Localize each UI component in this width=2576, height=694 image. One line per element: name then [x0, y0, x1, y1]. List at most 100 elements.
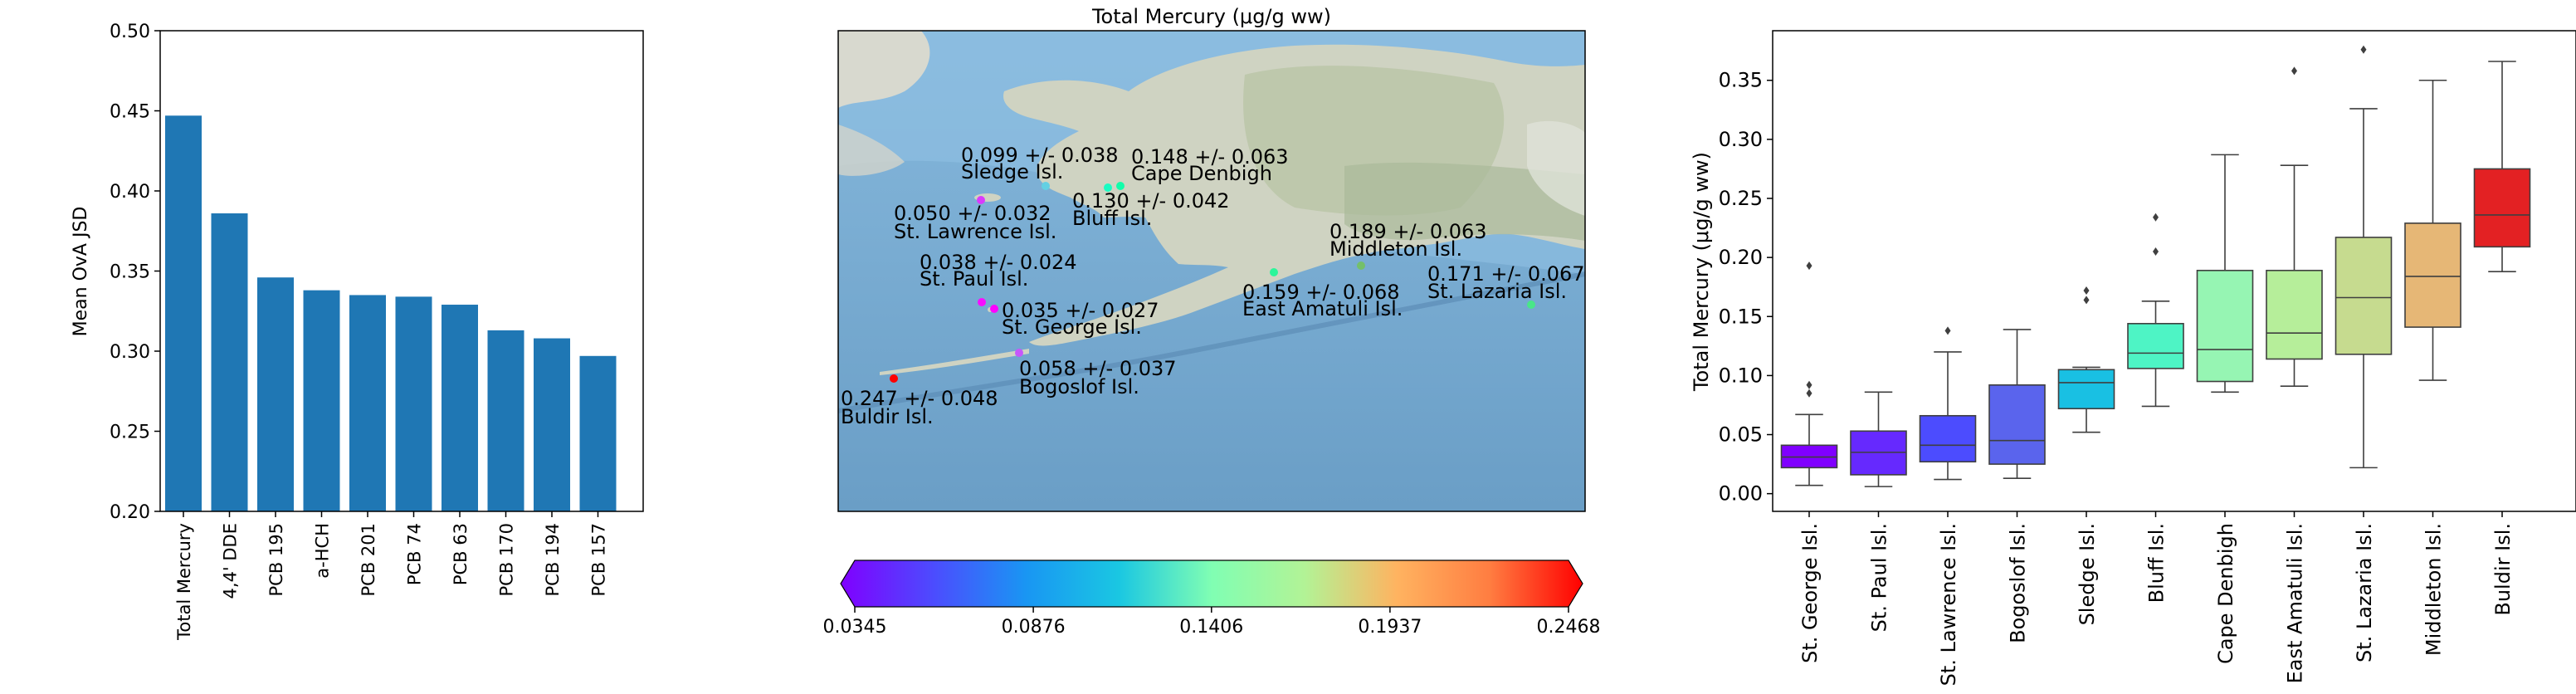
x-tick-label: Bluff Isl.	[2145, 523, 2169, 603]
map-point	[1116, 182, 1125, 190]
box	[2057, 286, 2115, 433]
box	[1850, 391, 1907, 487]
map-points	[890, 182, 1535, 383]
x-tick-label: Middleton Isl.	[2422, 523, 2446, 656]
bar-y-axis: 0.20 0.25 0.30 0.35 0.40 0.45 0.50	[110, 22, 160, 523]
map-title: Total Mercury (μg/g ww)	[1091, 5, 1331, 28]
bar-series	[165, 115, 617, 512]
x-tick-label: PCB 157	[589, 523, 609, 597]
bar-x-axis: Total Mercury 4,4' DDE PCB 195 a-HCH PCB 201…	[174, 511, 609, 641]
outlier	[1806, 261, 1812, 271]
x-tick-label: PCB 63	[451, 523, 471, 585]
outlier	[1806, 380, 1812, 389]
outlier	[2083, 296, 2090, 305]
map-point-value: 0.050 +/- 0.032	[894, 202, 1051, 225]
box	[1988, 329, 2046, 479]
y-tick-label: 0.25	[110, 423, 150, 443]
map-point-site: Bluff Isl.	[1072, 207, 1152, 230]
box-series	[1780, 45, 2531, 487]
colorbar-ticks: 0.0345 0.0876 0.1406 0.1937 0.2468	[823, 607, 1601, 638]
map-point	[1527, 301, 1535, 309]
map-point	[890, 374, 898, 383]
box-iqr	[2127, 323, 2184, 369]
map-frame	[837, 30, 1586, 512]
x-tick-label: 4,4' DDE	[221, 523, 241, 599]
box-iqr	[2334, 237, 2393, 355]
x-tick-label: St. George Isl.	[1798, 523, 1822, 663]
box	[2404, 79, 2461, 381]
box-y-axis: 0.00 0.05 0.10 0.15 0.20 0.25 0.30 0.35	[1719, 69, 1773, 506]
y-tick-label: 0.40	[110, 182, 150, 203]
map-point-site: Sledge Isl.	[961, 160, 1063, 183]
map-point-value: 0.038 +/- 0.024	[920, 251, 1077, 274]
y-tick-label: 0.35	[1719, 69, 1763, 92]
y-tick-label: 0.10	[1719, 364, 1763, 387]
outlier	[1806, 389, 1812, 398]
map-point-site: Buldir Isl.	[841, 405, 934, 428]
y-tick-label: 0.30	[110, 342, 150, 363]
colorbar-tick-label: 0.0345	[823, 617, 887, 638]
x-tick-label: PCB 74	[405, 523, 425, 585]
outlier	[1944, 326, 1951, 335]
y-tick-label: 0.35	[110, 262, 150, 283]
box	[2266, 66, 2323, 388]
box-x-axis: St. George Isl. St. Paul Isl. St. Lawrence…	[1798, 511, 2515, 686]
map-point-site: East Amatuli Isl.	[1242, 297, 1403, 320]
y-tick-label: 0.05	[1719, 423, 1763, 447]
map-point-value: 0.058 +/- 0.037	[1019, 357, 1177, 380]
map-point-site: St. Lazaria Isl.	[1427, 280, 1567, 303]
map-point-value: 0.171 +/- 0.067	[1427, 262, 1585, 286]
y-tick-label: 0.50	[110, 22, 150, 42]
map-point-value: 0.247 +/- 0.048	[841, 387, 998, 410]
x-tick-label: a-HCH	[313, 523, 333, 579]
x-tick-label: Sledge Isl.	[2076, 523, 2099, 625]
box-iqr	[2196, 269, 2254, 383]
map-point-value: 0.189 +/- 0.063	[1329, 220, 1487, 243]
colorbar-body	[840, 560, 1583, 608]
map-point-value: 0.148 +/- 0.063	[1131, 145, 1289, 169]
bar	[303, 290, 340, 511]
bar	[579, 355, 617, 511]
x-tick-label: PCB 170	[497, 523, 517, 597]
x-tick-label: St. Paul Isl.	[1868, 523, 1891, 632]
box-y-axis-label: Total Mercury (μg/g ww)	[1690, 152, 1713, 392]
map-point	[1270, 268, 1278, 276]
map-background	[838, 31, 1585, 511]
box-iqr	[2473, 168, 2531, 248]
map-point-value: 0.099 +/- 0.038	[961, 144, 1119, 167]
map-point	[978, 298, 986, 306]
colorbar-tick-label: 0.2468	[1537, 617, 1601, 638]
y-tick-label: 0.00	[1719, 482, 1763, 506]
y-tick-label: 0.25	[1719, 187, 1763, 210]
x-tick-label: East Amatuli Isl.	[2284, 523, 2307, 683]
box-iqr	[2266, 269, 2323, 360]
bar-chart-panel: 0.20 0.25 0.30 0.35 0.40 0.45 0.50 Total Mercu…	[71, 22, 644, 641]
y-tick-label: 0.15	[1719, 305, 1763, 328]
colorbar-tick-label: 0.1406	[1179, 617, 1243, 638]
colorbar-tick-label: 0.1937	[1358, 617, 1422, 638]
bar	[534, 338, 570, 511]
y-tick-label: 0.20	[110, 502, 150, 523]
map-point-value: 0.035 +/- 0.027	[1002, 299, 1159, 322]
y-tick-label: 0.45	[110, 102, 150, 123]
colorbar: 0.0345 0.0876 0.1406 0.1937 0.2468	[823, 560, 1601, 638]
map-point-site: Cape Denbigh	[1131, 162, 1272, 185]
x-tick-label: Bogoslof Isl.	[2007, 523, 2030, 643]
outlier	[2291, 66, 2297, 76]
map-point	[1042, 182, 1050, 190]
map-point	[977, 196, 985, 204]
box-iqr	[2057, 369, 2115, 410]
map-panel: Total Mercury (μg/g ww) 0.247 +/- 0.048B…	[823, 5, 1601, 638]
box	[2196, 154, 2254, 393]
x-tick-label: Buldir Isl.	[2491, 523, 2515, 616]
colorbar-tick-label: 0.0876	[1002, 617, 1066, 638]
box	[1780, 261, 1838, 486]
x-tick-label: PCB 201	[359, 523, 378, 597]
y-tick-label: 0.30	[1719, 128, 1763, 151]
box-iqr	[2404, 222, 2461, 328]
box-plot-frame	[1772, 30, 2576, 512]
bar	[211, 213, 248, 511]
map-point-site: St. Paul Isl.	[920, 267, 1028, 291]
